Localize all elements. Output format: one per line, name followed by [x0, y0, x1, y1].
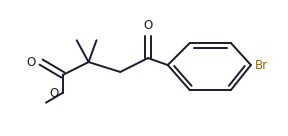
- Text: O: O: [50, 87, 59, 100]
- Text: Br: Br: [255, 58, 268, 72]
- Text: O: O: [143, 19, 153, 32]
- Text: O: O: [27, 56, 36, 69]
